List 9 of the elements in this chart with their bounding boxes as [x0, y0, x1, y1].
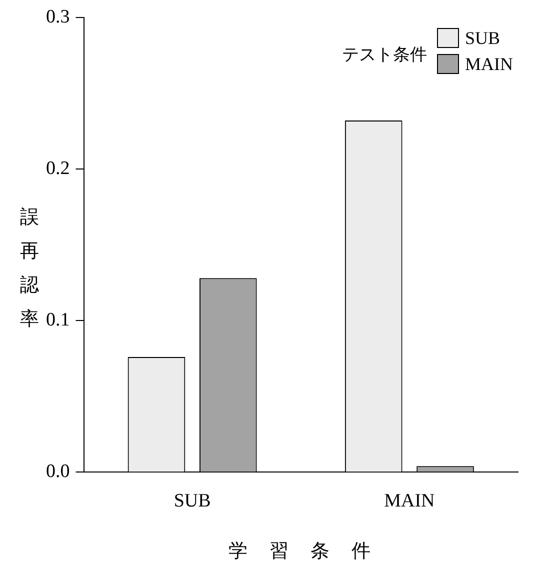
y-axis-title: 誤再認率 — [20, 205, 40, 332]
x-axis-title: 学習条件 — [228, 539, 394, 564]
y-tick-label: 0.1 — [46, 310, 70, 331]
legend-title: テスト条件 — [342, 44, 427, 66]
y-tick-label: 0.0 — [46, 461, 70, 482]
legend-label: SUB — [465, 28, 500, 49]
legend-label: MAIN — [465, 54, 513, 75]
y-tick-label: 0.3 — [46, 6, 70, 28]
y-tick-label: 0.2 — [46, 158, 70, 179]
